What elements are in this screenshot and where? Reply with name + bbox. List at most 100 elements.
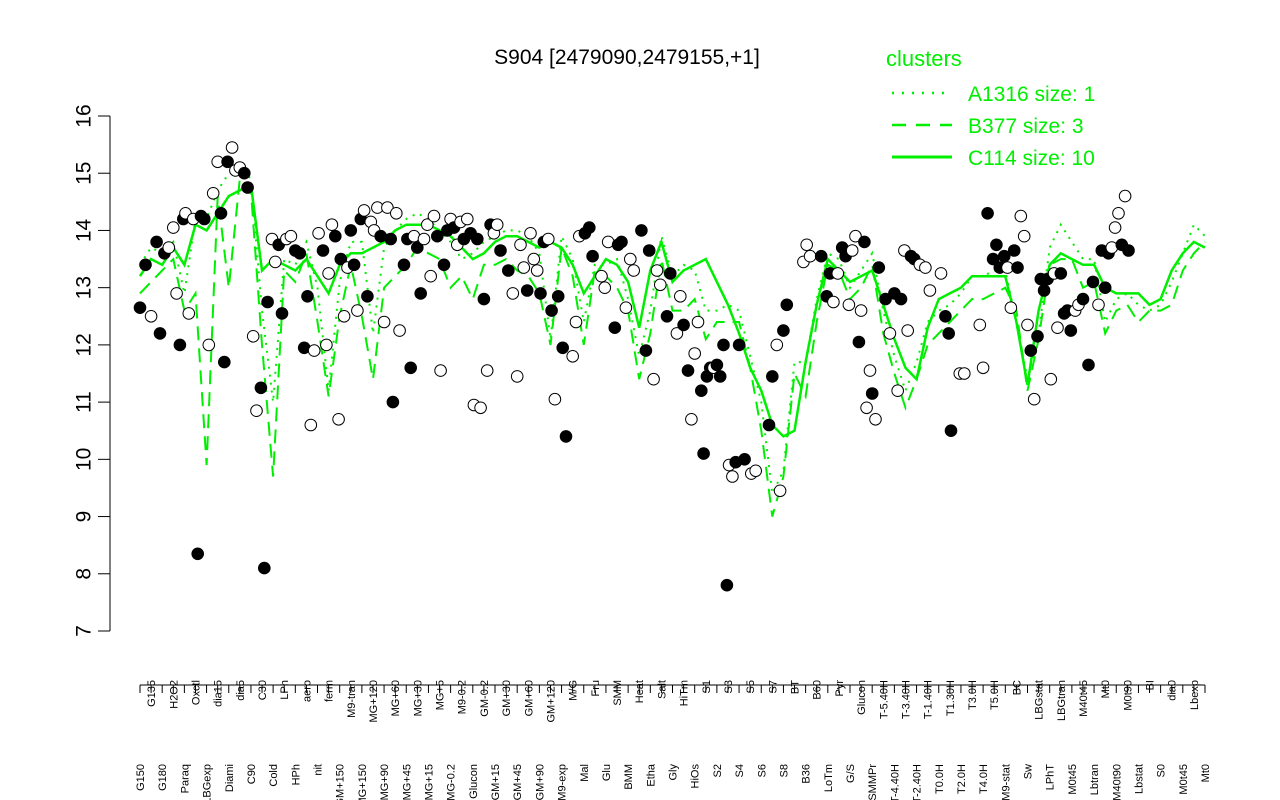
x-tick-label: M0t90	[1122, 680, 1134, 711]
x-tick-label: nit	[313, 764, 325, 776]
data-point	[627, 264, 641, 277]
x-tick-label: S7	[767, 680, 779, 693]
data-point	[1064, 324, 1078, 337]
x-tick-label: Salt	[656, 680, 668, 699]
data-point	[477, 292, 491, 306]
data-point	[1014, 209, 1028, 223]
x-tick-label: M9-exp	[557, 764, 569, 800]
x-tick-label: G180	[157, 764, 169, 791]
x-tick-label: Cold	[268, 764, 280, 787]
y-tick-label: 16	[73, 104, 96, 127]
x-tick-label: S2	[712, 764, 724, 777]
legend-entries: A1316 size: 1 B377 size: 3 C114 size: 10	[892, 83, 1095, 170]
data-point	[218, 355, 231, 369]
x-tick-label: Glu	[601, 764, 613, 781]
data-point	[534, 287, 547, 300]
x-tick-label: S4	[734, 764, 746, 777]
data-point	[595, 269, 608, 283]
x-tick-label: GM+90	[534, 764, 546, 800]
data-point	[170, 287, 183, 300]
x-tick-label: G135	[146, 680, 158, 707]
data-point	[674, 290, 687, 303]
data-point	[766, 370, 779, 383]
data-point	[1118, 189, 1132, 203]
data-point	[710, 358, 724, 372]
data-point	[167, 221, 180, 234]
y-tick-label: 8	[73, 568, 96, 580]
data-point	[814, 249, 828, 263]
data-point	[411, 241, 424, 254]
data-point	[1027, 392, 1041, 406]
x-tick-label: M9-tran	[346, 680, 358, 718]
data-point	[1092, 298, 1105, 312]
data-point	[1098, 281, 1112, 295]
x-tick-label: M9-0.2	[457, 680, 469, 714]
data-point	[301, 290, 314, 303]
data-point	[351, 304, 364, 317]
chart-title: S904 [2479090,2479155,+1]	[494, 46, 760, 69]
data-point	[506, 287, 520, 300]
data-point	[1051, 321, 1064, 335]
data-point	[973, 318, 987, 332]
data-point	[556, 341, 570, 355]
data-point	[738, 453, 751, 466]
x-tick-label: M0t45	[1178, 764, 1190, 795]
data-point	[325, 218, 339, 231]
data-point	[198, 212, 211, 226]
data-point	[997, 249, 1011, 263]
x-tick-label: Lbtran	[1089, 764, 1101, 795]
data-point	[347, 258, 361, 272]
data-point	[162, 241, 176, 254]
y-tick-label: 13	[73, 276, 96, 299]
data-point	[863, 364, 877, 377]
x-tick-label: M40t45	[1078, 680, 1090, 717]
x-tick-label: S6	[756, 764, 768, 777]
data-point	[858, 235, 871, 249]
x-tick-label: Gly	[668, 764, 680, 781]
x-tick-label: Diami	[224, 764, 236, 792]
x-tick-label: Mal	[579, 764, 591, 782]
data-point	[434, 364, 447, 377]
data-point	[615, 235, 628, 249]
data-point	[879, 292, 892, 306]
x-tick-label: T-4.40H	[889, 764, 901, 800]
x-tick-label: dia15	[213, 680, 225, 707]
x-tick-label: HiOs	[690, 764, 702, 789]
x-tick-label: MG+15	[423, 764, 435, 800]
data-point	[424, 269, 438, 283]
data-point	[150, 235, 163, 249]
data-point	[1112, 207, 1125, 220]
data-point	[530, 264, 544, 277]
x-tick-label: HiTm	[679, 680, 691, 706]
data-point	[261, 295, 274, 309]
data-point	[780, 298, 794, 312]
data-point	[334, 252, 348, 266]
data-point	[749, 464, 763, 478]
x-tick-label: M9-stat	[1000, 764, 1012, 800]
data-point	[726, 470, 739, 483]
x-tick-label: LPh	[279, 680, 291, 700]
legend: clusters A1316 size: 1 B377 size: 3 C114 s…	[886, 46, 1095, 170]
points-layer	[133, 141, 1135, 592]
data-point	[654, 278, 667, 292]
data-point	[976, 361, 990, 375]
legend-label: B377 size: 3	[968, 115, 1084, 138]
data-point	[624, 252, 637, 266]
series-line-solid	[138, 182, 1206, 438]
data-point	[514, 238, 527, 252]
data-point	[608, 321, 622, 335]
x-axis: G150 G135 G180 H2O2 Paraq Oxctl LBGexp dia15 Dia…	[135, 680, 1212, 800]
data-point	[681, 364, 695, 377]
data-point	[191, 547, 204, 561]
x-tick-label: GM+150	[335, 764, 347, 800]
x-tick-label: GM+30	[501, 680, 513, 716]
y-tick-label: 11	[73, 391, 96, 413]
data-point	[831, 267, 845, 280]
legend-label: C114 size: 10	[968, 147, 1095, 170]
x-tick-label: Glucon	[856, 680, 868, 715]
data-point	[598, 281, 612, 295]
data-point	[1086, 275, 1100, 289]
x-tick-label: B60	[812, 680, 824, 700]
data-point	[381, 201, 394, 214]
data-point	[732, 338, 746, 352]
